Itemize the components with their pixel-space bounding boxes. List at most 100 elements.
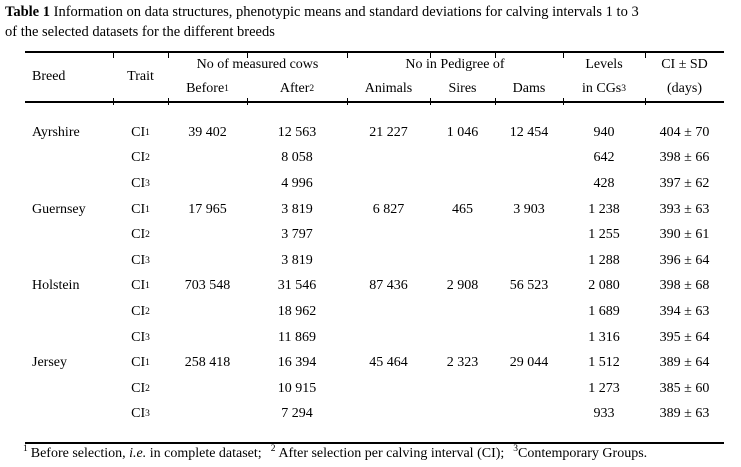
header-trait: Trait bbox=[127, 69, 154, 84]
header-after-text: After bbox=[279, 81, 310, 96]
cell-animals bbox=[347, 325, 430, 351]
cell-sires: 465 bbox=[452, 201, 473, 217]
breed-cell bbox=[25, 325, 113, 351]
cell-after: 3 819 bbox=[281, 201, 313, 217]
header-levels: Levels bbox=[585, 57, 623, 72]
column-tick bbox=[347, 51, 348, 58]
cell-ci-sd: 394 ± 63 bbox=[659, 303, 710, 319]
table-caption: Table 1 Information on data structures, … bbox=[5, 3, 739, 42]
cell-before: 703 548 bbox=[184, 278, 231, 294]
header-days: (days) bbox=[667, 81, 702, 96]
breed-cell: Ayrshire bbox=[32, 124, 80, 140]
trait-cell: CI 1 bbox=[131, 201, 150, 217]
cell-ci-sd: 393 ± 63 bbox=[659, 201, 710, 217]
cell-before: 17 965 bbox=[188, 201, 227, 217]
cell-cgs: 1 255 bbox=[588, 227, 620, 243]
cell-sires bbox=[430, 325, 495, 351]
trait-cell: CI 2 bbox=[131, 227, 150, 243]
breed-cell bbox=[25, 299, 113, 325]
header-animals: Animals bbox=[364, 81, 413, 96]
cell-animals bbox=[347, 402, 430, 428]
footnote-text-2: After selection per calving interval (CI… bbox=[278, 446, 505, 461]
table-caption-label: Table 1 bbox=[5, 4, 50, 20]
column-tick bbox=[563, 98, 564, 105]
cell-cgs: 1 689 bbox=[588, 303, 620, 319]
cell-cgs: 1 288 bbox=[588, 252, 620, 268]
cell-cgs: 428 bbox=[593, 175, 615, 191]
header-dams: Dams bbox=[512, 81, 546, 96]
cell-ci-sd: 385 ± 60 bbox=[659, 380, 710, 396]
cell-sires bbox=[430, 299, 495, 325]
breed-cell bbox=[25, 171, 113, 197]
cell-before bbox=[168, 299, 247, 325]
trait-text: CI bbox=[131, 227, 146, 243]
trait-text: CI bbox=[131, 380, 146, 396]
cell-sires: 2 908 bbox=[446, 278, 479, 294]
header-before-text: Before bbox=[186, 81, 225, 96]
cell-sires bbox=[430, 376, 495, 402]
breed-cell: Guernsey bbox=[32, 201, 86, 217]
breed-cell bbox=[25, 402, 113, 428]
cell-after: 3 797 bbox=[281, 227, 313, 243]
column-tick bbox=[645, 51, 646, 58]
column-tick bbox=[168, 98, 169, 105]
breed-cell: Holstein bbox=[32, 278, 80, 294]
cell-ci-sd: 389 ± 63 bbox=[659, 406, 710, 422]
table-header: Breed Trait No of measured cows No in Pe… bbox=[25, 53, 724, 101]
header-after: After 2 bbox=[279, 81, 315, 96]
cell-ci-sd: 398 ± 66 bbox=[659, 150, 710, 166]
cell-ci-sd: 395 ± 64 bbox=[659, 329, 710, 345]
cell-cgs: 1 238 bbox=[588, 201, 620, 217]
cell-after: 16 394 bbox=[277, 355, 317, 371]
breed-cell: Jersey bbox=[32, 355, 67, 371]
cell-after: 7 294 bbox=[281, 406, 313, 422]
header-measured-cows-group: No of measured cows bbox=[196, 57, 319, 72]
cell-sires bbox=[430, 146, 495, 172]
cell-ci-sd: 397 ± 62 bbox=[659, 175, 710, 191]
trait-text: CI bbox=[131, 124, 146, 140]
column-tick bbox=[430, 51, 431, 58]
trait-cell: CI 3 bbox=[131, 175, 150, 191]
header-in-cgs: in CGs 3 bbox=[581, 81, 627, 96]
cell-before bbox=[168, 402, 247, 428]
footnote-ie-italic: i.e. bbox=[129, 446, 147, 461]
cell-animals bbox=[347, 248, 430, 274]
cell-dams bbox=[495, 146, 563, 172]
cell-after: 3 819 bbox=[281, 252, 313, 268]
cell-ci-sd: 396 ± 64 bbox=[659, 252, 710, 268]
breed-cell bbox=[25, 376, 113, 402]
cell-animals: 45 464 bbox=[369, 355, 408, 371]
trait-text: CI bbox=[131, 406, 146, 422]
trait-text: CI bbox=[131, 278, 146, 294]
column-tick bbox=[247, 51, 248, 58]
footnote-text-1a: Before selection, bbox=[30, 446, 130, 461]
cell-sires: 2 323 bbox=[446, 355, 479, 371]
cell-before bbox=[168, 222, 247, 248]
cell-before: 258 418 bbox=[184, 355, 231, 371]
cell-sires bbox=[430, 248, 495, 274]
trait-text: CI bbox=[131, 329, 146, 345]
column-tick bbox=[113, 51, 114, 58]
breed-cell bbox=[25, 248, 113, 274]
column-tick bbox=[113, 98, 114, 105]
cell-dams bbox=[495, 325, 563, 351]
cell-animals bbox=[347, 146, 430, 172]
cell-before bbox=[168, 171, 247, 197]
cell-before bbox=[168, 376, 247, 402]
cell-animals: 6 827 bbox=[372, 201, 405, 217]
trait-cell: CI 1 bbox=[131, 124, 150, 140]
table-top-rule bbox=[25, 51, 724, 53]
column-tick bbox=[645, 98, 646, 105]
cell-after: 4 996 bbox=[281, 175, 313, 191]
trait-cell: CI 3 bbox=[131, 406, 150, 422]
cell-dams bbox=[495, 299, 563, 325]
cell-dams bbox=[495, 376, 563, 402]
breed-cell bbox=[25, 222, 113, 248]
cell-after: 8 058 bbox=[281, 150, 313, 166]
footnote-ref-3: 3 bbox=[513, 444, 519, 455]
trait-text: CI bbox=[131, 150, 146, 166]
column-tick bbox=[563, 51, 564, 58]
cell-before bbox=[168, 248, 247, 274]
cell-sires bbox=[430, 171, 495, 197]
cell-dams: 29 044 bbox=[509, 355, 549, 371]
